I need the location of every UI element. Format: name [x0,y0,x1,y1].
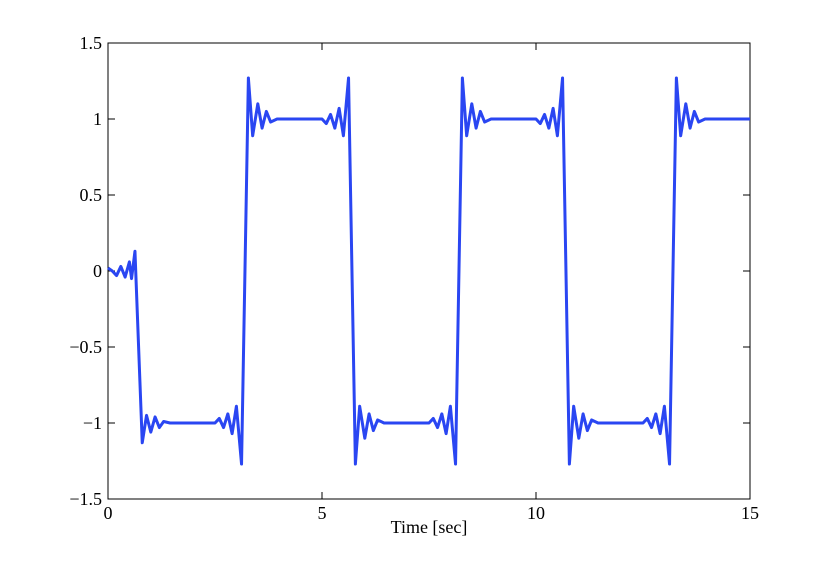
x-tick-label: 15 [741,503,759,523]
line-series [107,76,750,466]
x-tick-label: 0 [104,503,113,523]
x-tick-label: 5 [318,503,327,523]
y-tick-label: 0.5 [80,185,103,205]
y-tick-label: −1 [83,413,102,433]
plot-frame [107,42,751,500]
y-tick-label: 0 [93,261,102,281]
y-tick-label: −0.5 [69,337,102,357]
x-axis-label: Time [sec] [391,517,468,537]
y-tick-label: 1.5 [80,33,103,53]
x-tick-label: 10 [527,503,545,523]
y-tick-label: 1 [93,109,102,129]
y-tick-label: −1.5 [69,489,102,509]
